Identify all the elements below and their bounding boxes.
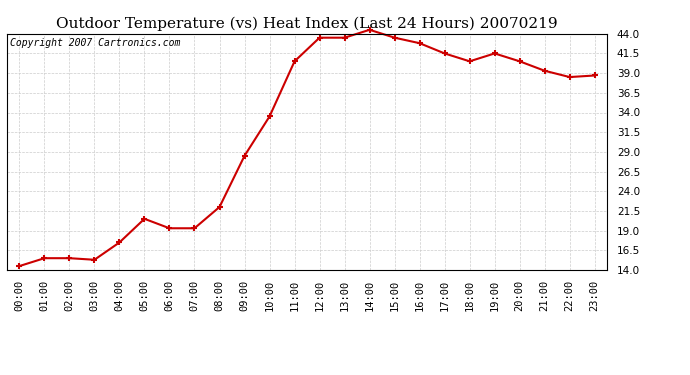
- Text: Copyright 2007 Cartronics.com: Copyright 2007 Cartronics.com: [10, 39, 180, 48]
- Title: Outdoor Temperature (vs) Heat Index (Last 24 Hours) 20070219: Outdoor Temperature (vs) Heat Index (Las…: [57, 17, 558, 31]
